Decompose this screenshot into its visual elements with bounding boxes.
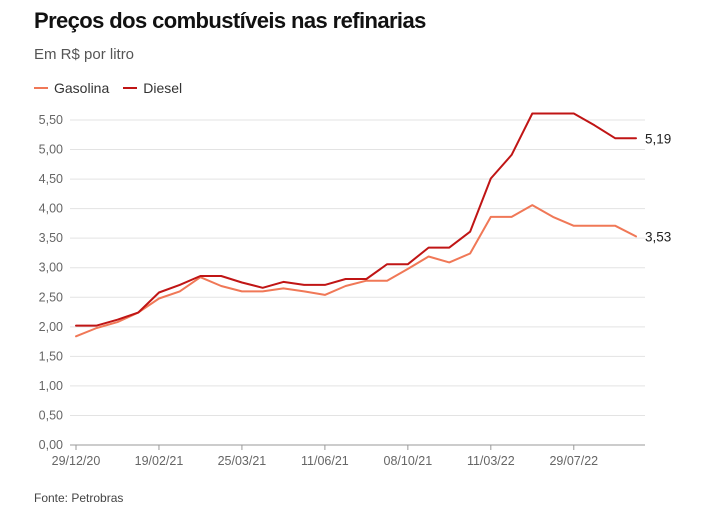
end-label-diesel: 5,19 [645,131,671,146]
y-tick-label: 1,50 [39,349,63,363]
y-tick-label: 2,00 [39,320,63,334]
y-tick-label: 0,50 [39,408,63,422]
series-line-gasolina [75,204,637,338]
x-tick-label: 11/03/22 [467,454,515,468]
series-end-labels: 3,53 5,19 [645,131,671,244]
end-label-gasolina: 3,53 [645,229,671,244]
legend-swatch-diesel [123,87,138,89]
y-axis-ticks: 0,00 0,50 1,00 1,50 2,00 2,50 3,00 3,50 4,00 4,50… [39,113,63,452]
x-tick-label: 29/07/22 [549,454,598,468]
x-tick-label: 11/06/21 [301,454,349,468]
series-line-diesel [75,112,637,327]
chart-grid [70,119,645,446]
y-tick-label: 0,00 [39,438,63,452]
y-tick-label: 3,50 [39,231,63,245]
x-axis-ticks: 29/12/20 19/02/21 25/03/21 11/06/21 08/10/21… [52,445,598,468]
chart-title: Preços dos combustíveis nas refinarias [34,8,426,33]
y-tick-label: 4,00 [39,202,63,216]
y-tick-label: 4,50 [39,172,63,186]
chart-legend: Gasolina Diesel [34,80,196,96]
legend-label-gasolina: Gasolina [54,80,110,96]
x-tick-label: 08/10/21 [384,454,433,468]
chart-subtitle: Em R$ por litro [34,46,135,63]
x-tick-label: 29/12/20 [52,454,101,468]
legend-item-gasolina: Gasolina [34,80,109,96]
y-tick-label: 5,00 [39,143,63,157]
legend-item-diesel: Diesel [123,80,182,96]
x-tick-label: 25/03/21 [218,454,267,468]
y-tick-label: 2,50 [39,290,63,304]
legend-label-diesel: Diesel [143,80,183,96]
y-tick-label: 1,00 [39,379,63,393]
x-tick-label: 19/02/21 [135,454,184,468]
legend-swatch-gasolina [34,87,48,89]
y-tick-label: 5,50 [39,113,63,127]
y-tick-label: 3,00 [39,261,63,275]
chart-source: Fonte: Petrobras [34,491,124,505]
chart-series [75,112,637,338]
